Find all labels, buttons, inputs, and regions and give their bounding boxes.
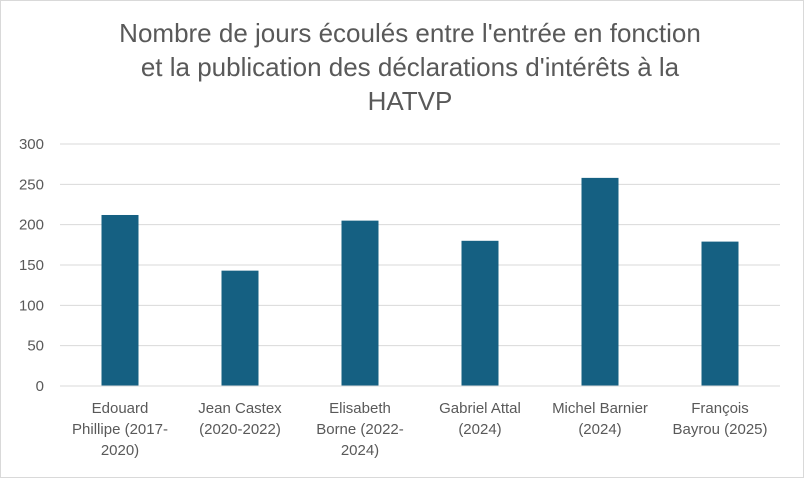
x-tick-label-line: Phillipe (2017-	[72, 421, 168, 438]
x-tick-label-line: Edouard	[91, 400, 149, 417]
x-tick-label-line: 2020)	[100, 442, 140, 459]
x-tick-label-line: François	[691, 400, 749, 417]
x-tick-label: Jean Castex (2020-2022)	[185, 398, 295, 440]
x-tick-label: Gabriel Attal (2024)	[425, 398, 535, 440]
chart-title-line-1: Nombre de jours écoulés entre l'entrée e…	[119, 18, 701, 48]
y-tick-label: 150	[19, 257, 44, 274]
y-tick-label: 200	[19, 217, 44, 234]
bar	[701, 241, 739, 386]
y-tick-label: 0	[36, 378, 44, 395]
y-tick-label: 50	[27, 338, 44, 355]
x-tick-label: Michel Barnier (2024)	[545, 398, 655, 440]
x-tick-label-line: (2020-2022)	[199, 421, 281, 438]
bar	[461, 240, 499, 386]
y-axis: 0 50 100 150 200 250 300	[19, 136, 44, 395]
x-tick-label: François Bayrou (2025)	[665, 398, 775, 440]
y-tick-label: 250	[19, 176, 44, 193]
bar	[581, 177, 619, 386]
x-tick-label: Edouard Phillipe (2017- 2020)	[65, 398, 175, 461]
x-tick-label-line: (2024)	[458, 421, 502, 438]
y-tick-label: 100	[19, 297, 44, 314]
bars	[101, 177, 739, 386]
x-tick-label-line: Borne (2022-	[316, 421, 404, 438]
x-tick-label-line: Michel Barnier	[552, 400, 648, 417]
bar	[101, 214, 139, 386]
bar	[341, 220, 379, 386]
chart-title-line-3: HATVP	[367, 86, 453, 116]
chart-title: Nombre de jours écoulés entre l'entrée e…	[60, 16, 760, 118]
y-tick-label: 300	[19, 136, 44, 153]
gridlines	[60, 143, 780, 387]
chart-title-line-2: et la publication des déclarations d'int…	[140, 52, 680, 82]
x-tick-label: Elisabeth Borne (2022- 2024)	[305, 398, 415, 461]
x-tick-label-line: Jean Castex	[198, 400, 282, 417]
bar	[221, 270, 259, 386]
x-tick-label-line: 2024)	[340, 442, 380, 459]
x-tick-label-line: Bayrou (2025)	[672, 421, 768, 438]
x-tick-label-line: (2024)	[578, 421, 622, 438]
x-tick-label-line: Elisabeth	[329, 400, 391, 417]
x-tick-label-line: Gabriel Attal	[439, 400, 521, 417]
